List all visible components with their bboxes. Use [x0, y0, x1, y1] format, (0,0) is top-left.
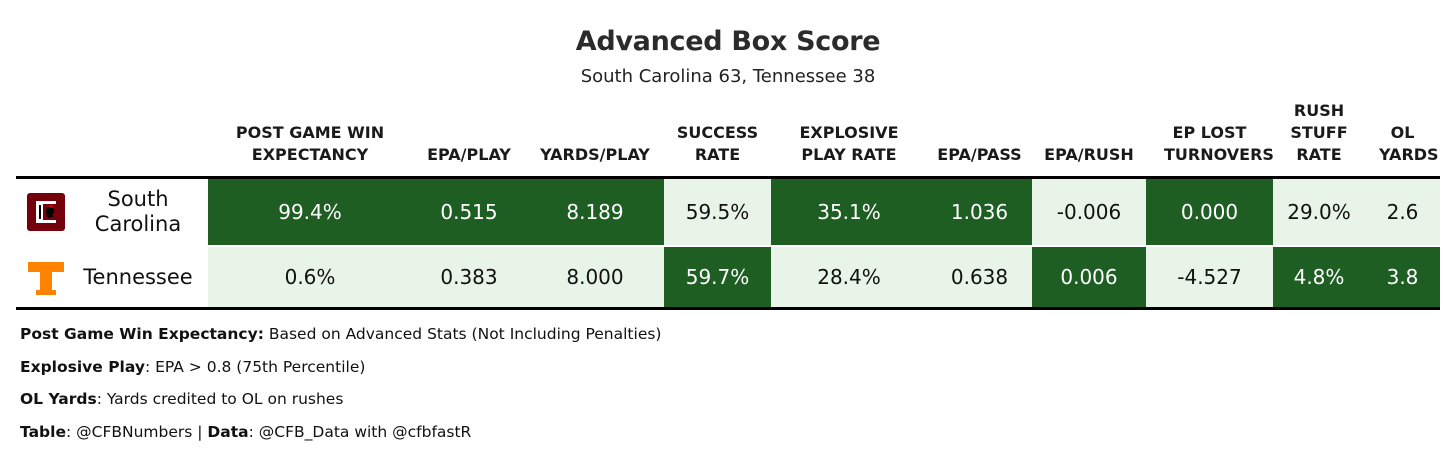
- table-title: Advanced Box Score: [575, 26, 881, 57]
- cell-tn-yards-play: 8.000: [526, 246, 664, 310]
- cell-tn-ol-yards: 3.8: [1365, 246, 1440, 310]
- cell-tn-epa-play: 0.383: [412, 246, 526, 310]
- footnote-ol-yards: OL Yards: Yards credited to OL on rushes: [20, 390, 344, 408]
- team-name-tennessee: Tennessee: [83, 264, 193, 289]
- footnote-win-expectancy: Post Game Win Expectancy: Based on Advan…: [20, 325, 662, 343]
- cell-sc-explosive-play-rate: 35.1%: [771, 177, 927, 247]
- team-name-south-carolina: South Carolina: [94, 187, 182, 236]
- power-t-icon: [24, 255, 68, 299]
- cell-tn-epa-pass: 0.638: [927, 246, 1032, 310]
- header-epa-play: EPA/PLAY: [412, 100, 526, 179]
- cell-sc-yards-play: 8.189: [526, 177, 664, 247]
- header-epa-rush: EPA/RUSH: [1032, 100, 1146, 179]
- header-team: [16, 100, 208, 179]
- header-ep-lost-turnovers: EP LOST TURNOVERS: [1146, 100, 1274, 179]
- header-explosive-play-rate: EXPLOSIVE PLAY RATE: [771, 100, 927, 179]
- footnotes: Post Game Win Expectancy: Based on Advan…: [20, 318, 661, 448]
- header-yards-play: YARDS/PLAY: [526, 100, 664, 179]
- cell-sc-win-expectancy: 99.4%: [208, 177, 412, 247]
- footnote-credits: Table: @CFBNumbers | Data: @CFB_Data wit…: [20, 422, 472, 441]
- cell-sc-success-rate: 59.5%: [664, 177, 771, 247]
- header-epa-pass: EPA/PASS: [927, 100, 1032, 179]
- header-success-rate: SUCCESS RATE: [664, 100, 771, 179]
- cell-tn-rush-stuff-rate: 4.8%: [1273, 246, 1365, 310]
- header-row: POST GAME WIN EXPECTANCY EPA/PLAY YARDS/…: [16, 100, 1440, 179]
- cell-sc-ol-yards: 2.6: [1365, 177, 1440, 247]
- header-win-expectancy: POST GAME WIN EXPECTANCY: [208, 100, 412, 179]
- team-cell-south-carolina: South Carolina: [16, 177, 208, 247]
- header-rush-stuff-rate: RUSH STUFF RATE: [1273, 100, 1365, 179]
- cell-tn-epa-rush: 0.006: [1032, 246, 1146, 310]
- table-row-south-carolina: South Carolina 99.4% 0.515 8.189 59.5% 3…: [16, 177, 1440, 247]
- table-row-tennessee: Tennessee 0.6% 0.383 8.000 59.7% 28.4% 0…: [16, 246, 1440, 310]
- team-cell-tennessee: Tennessee: [16, 246, 208, 310]
- advanced-box-score-table: POST GAME WIN EXPECTANCY EPA/PLAY YARDS/…: [16, 100, 1440, 310]
- cell-sc-epa-play: 0.515: [412, 177, 526, 247]
- gamecock-block-c-icon: [24, 190, 68, 234]
- cell-tn-ep-lost-turnovers: -4.527: [1146, 246, 1273, 310]
- cell-sc-epa-rush: -0.006: [1032, 177, 1146, 247]
- cell-tn-win-expectancy: 0.6%: [208, 246, 412, 310]
- cell-sc-ep-lost-turnovers: 0.000: [1146, 177, 1273, 247]
- cell-sc-rush-stuff-rate: 29.0%: [1273, 177, 1365, 247]
- cell-sc-epa-pass: 1.036: [927, 177, 1032, 247]
- header-ol-yards: OL YARDS: [1365, 100, 1440, 179]
- cell-tn-success-rate: 59.7%: [664, 246, 771, 310]
- table-subtitle: South Carolina 63, Tennessee 38: [580, 66, 876, 87]
- cell-tn-explosive-play-rate: 28.4%: [771, 246, 927, 310]
- footnote-explosive-play: Explosive Play: EPA > 0.8 (75th Percenti…: [20, 357, 366, 376]
